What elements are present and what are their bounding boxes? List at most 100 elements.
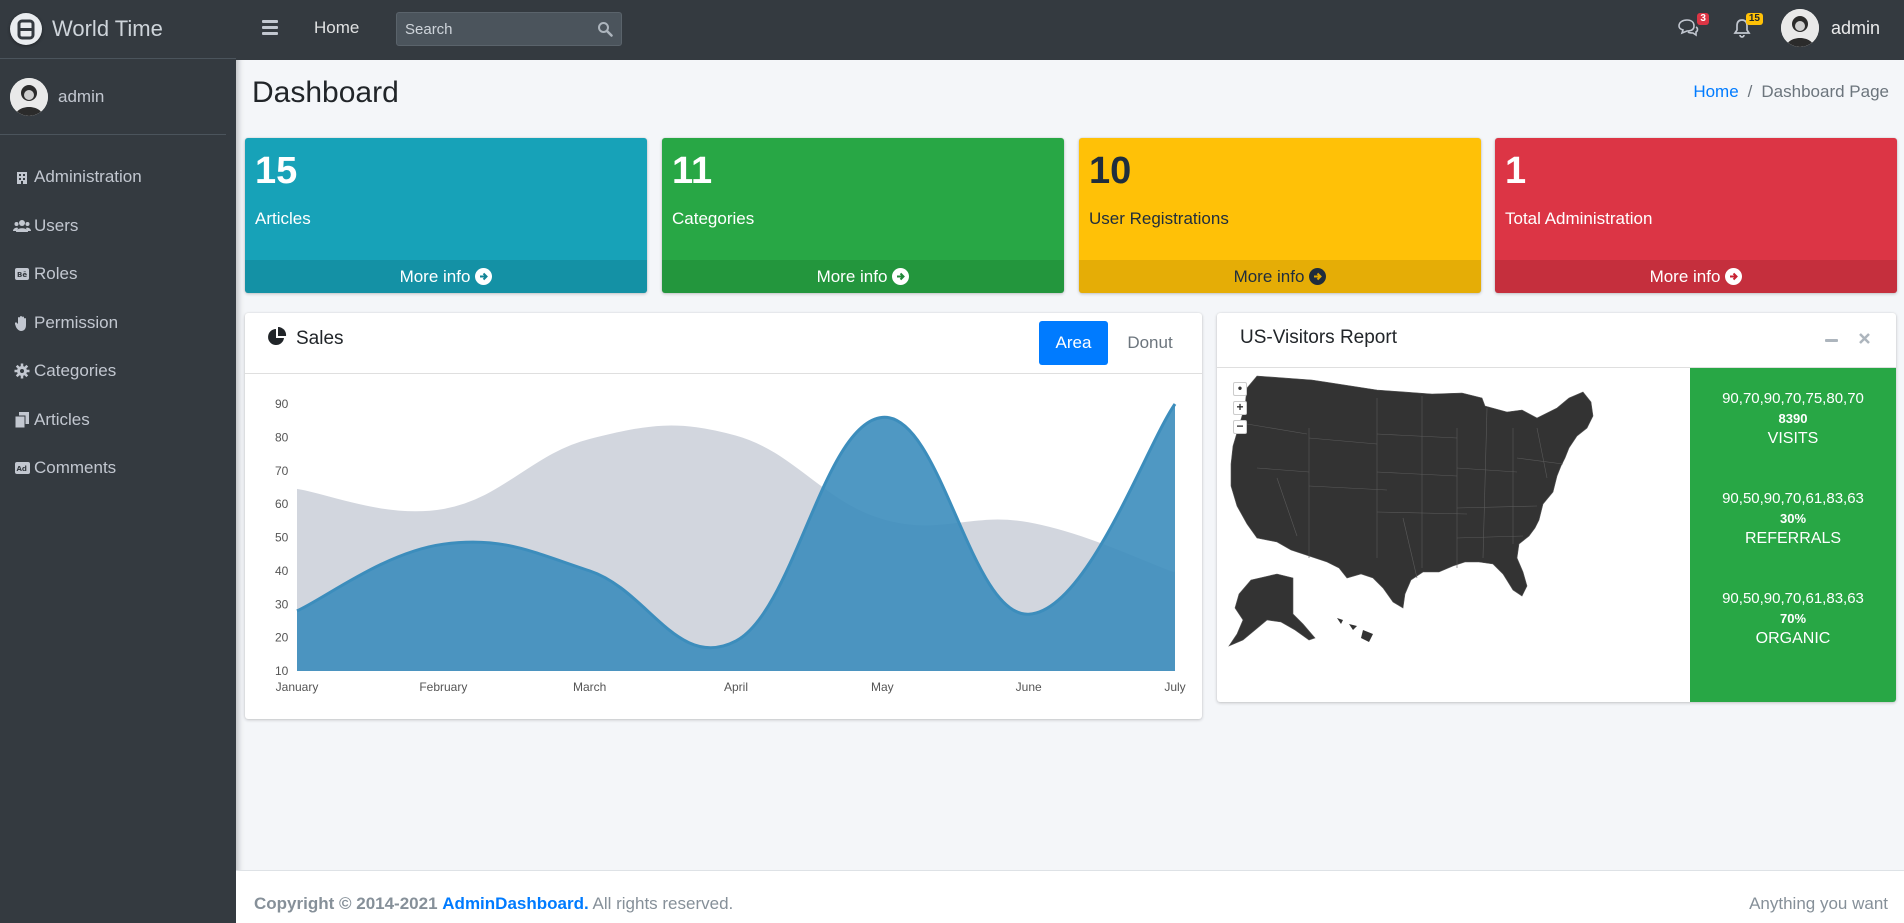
more-info-link[interactable]: More info <box>245 260 647 293</box>
y-tick-label: 60 <box>275 497 289 511</box>
brand-logo-icon <box>10 13 42 45</box>
y-tick-label: 30 <box>275 597 289 611</box>
comments-icon <box>1678 19 1699 37</box>
visitors-card-title: US-Visitors Report <box>1240 327 1397 348</box>
more-info-link[interactable]: More info <box>662 260 1064 293</box>
stat-box-label: User Registrations <box>1089 209 1229 228</box>
stat-label: VISITS <box>1767 430 1819 447</box>
svg-text:Ad: Ad <box>16 465 26 473</box>
search-input[interactable] <box>397 20 587 38</box>
sidebar-item-label: Permission <box>34 312 119 332</box>
stat-box-value: 15 <box>255 150 298 192</box>
series-2-area <box>297 404 1175 671</box>
arrow-circle-right-icon <box>475 268 493 285</box>
sidebar-item-label: Comments <box>34 458 117 478</box>
sales-card-title: Sales <box>296 328 344 349</box>
sales-card-header: Sales Area Donut <box>245 313 1202 374</box>
sidebar-item-label: Articles <box>34 409 90 429</box>
stat-box-value: 1 <box>1505 150 1527 192</box>
sidebar-item-articles[interactable]: Articles <box>0 396 236 445</box>
behance-icon: Bē <box>13 266 31 282</box>
visitors-stats-panel: 90,70,90,70,75,80,70 8390 VISITS 90,50,9… <box>1690 368 1896 702</box>
notifications-button[interactable]: 15 <box>1727 13 1763 43</box>
sales-area-chart: 10 20 30 40 50 60 70 80 90 January February March Ap… <box>275 397 1186 694</box>
more-info-link[interactable]: More info <box>1495 260 1897 293</box>
building-icon <box>13 169 31 185</box>
arrow-circle-right-icon <box>1725 268 1743 285</box>
stat-box-categories: 11 Categories More info <box>662 138 1064 293</box>
y-tick-label: 10 <box>275 664 289 678</box>
y-tick-label: 90 <box>275 397 289 411</box>
arrow-circle-right-icon <box>892 268 910 285</box>
menu-toggle-icon[interactable] <box>262 20 278 36</box>
stat-box-value: 10 <box>1089 150 1132 192</box>
sidebar-item-permission[interactable]: Permission <box>0 299 236 348</box>
tab-donut[interactable]: Donut <box>1127 333 1173 352</box>
breadcrumb: Home / Dashboard Page <box>1693 82 1889 102</box>
stat-referrals: 90,50,90,70,61,83,63 30% REFERRALS <box>1690 490 1896 548</box>
stat-label: ORGANIC <box>1755 630 1831 647</box>
stat-value: 70% <box>1779 611 1807 626</box>
map-zoom-in-button[interactable]: + <box>1233 401 1247 415</box>
svg-text:Bē: Bē <box>17 271 27 279</box>
x-tick-label: January <box>276 680 319 694</box>
stat-value: 8390 <box>1778 411 1808 426</box>
x-tick-label: July <box>1164 680 1185 694</box>
users-icon <box>13 218 31 234</box>
sidebar-item-categories[interactable]: Categories <box>0 347 236 396</box>
more-info-link[interactable]: More info <box>1079 260 1481 293</box>
avatar <box>10 77 48 116</box>
sidebar-item-label: Administration <box>34 167 142 187</box>
map-reset-button[interactable]: • <box>1233 382 1247 396</box>
notifications-badge: 15 <box>1745 13 1763 25</box>
sidebar-user-name: admin <box>58 86 105 106</box>
map-zoom-out-button[interactable]: − <box>1233 420 1247 434</box>
sidebar-item-label: Categories <box>34 361 117 381</box>
x-tick-label: March <box>573 680 606 694</box>
bell-icon <box>1733 19 1751 38</box>
minus-icon[interactable] <box>1825 339 1838 342</box>
more-info-label: More info <box>1233 266 1305 286</box>
copy-icon <box>13 411 31 428</box>
tab-area[interactable]: Area <box>1039 321 1108 365</box>
stat-box-label: Total Administration <box>1505 209 1653 228</box>
y-tick-label: 40 <box>275 564 289 578</box>
sidebar-item-roles[interactable]: Bē Roles <box>0 250 236 299</box>
page-title: Dashboard <box>252 76 399 109</box>
topbar-user-name[interactable]: admin <box>1830 17 1880 38</box>
footer: Copyright © 2014-2021 AdminDashboard. Al… <box>236 870 1904 923</box>
sidebar: World Time admin Administration Users <box>0 0 236 923</box>
x-tick-label: May <box>871 680 894 694</box>
sidebar-item-administration[interactable]: Administration <box>0 153 236 202</box>
sparkline-values: 90,50,90,70,61,83,63 <box>1722 490 1864 507</box>
y-tick-label: 50 <box>275 531 289 545</box>
x-tick-label: April <box>724 680 748 694</box>
x-tick-label: February <box>419 680 467 694</box>
sidebar-user-panel[interactable]: admin <box>0 59 226 135</box>
nav-home-link[interactable]: Home <box>314 18 360 37</box>
messages-button[interactable]: 3 <box>1673 13 1709 43</box>
footer-brand-link[interactable]: AdminDashboard. <box>442 894 589 913</box>
search-icon[interactable] <box>597 21 613 42</box>
topbar: Home 3 15 admin <box>236 0 1904 60</box>
sidebar-item-comments[interactable]: Ad Comments <box>0 444 236 493</box>
stat-box-value: 11 <box>672 150 713 192</box>
brand-link[interactable]: World Time <box>0 0 236 59</box>
close-icon[interactable] <box>1858 332 1871 350</box>
visitors-card-header: US-Visitors Report <box>1217 313 1896 368</box>
y-tick-label: 80 <box>275 430 289 444</box>
usa-map-shape <box>1228 375 1594 647</box>
stat-box-label: Categories <box>672 209 755 228</box>
brand-title: World Time <box>52 16 163 41</box>
user-avatar[interactable] <box>1780 9 1819 47</box>
arrow-circle-right-icon <box>1309 268 1327 285</box>
sidebar-item-users[interactable]: Users <box>0 202 236 251</box>
breadcrumb-home-link[interactable]: Home <box>1693 82 1739 101</box>
chart-pie-icon <box>267 326 287 352</box>
y-tick-label: 20 <box>275 631 289 645</box>
us-map[interactable]: • + − <box>1217 368 1690 702</box>
hand-icon <box>13 315 31 331</box>
sparkline-values: 90,70,90,70,75,80,70 <box>1722 390 1864 407</box>
stat-box-user-registrations: 10 User Registrations More info <box>1079 138 1481 293</box>
search-box <box>396 12 622 46</box>
